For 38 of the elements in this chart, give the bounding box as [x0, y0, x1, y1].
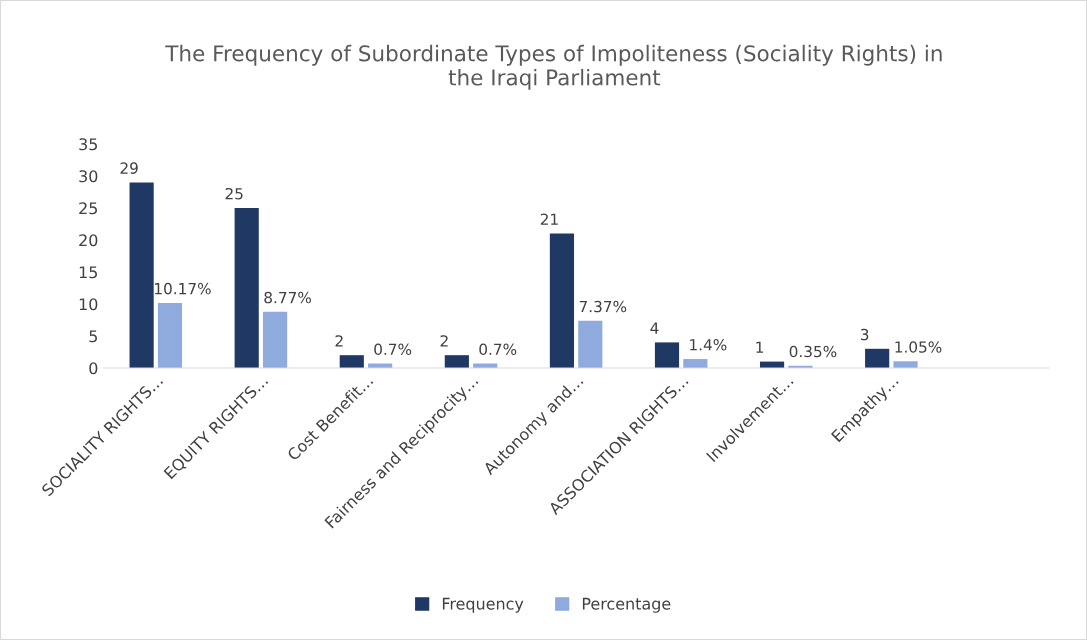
- data-label: 29: [120, 162, 138, 174]
- bar: [234, 208, 259, 368]
- legend-label: Percentage: [582, 597, 671, 613]
- y-tick-label: 35: [79, 138, 98, 151]
- data-label: 25: [225, 187, 243, 200]
- data-label: 7.37%: [579, 300, 627, 313]
- bar: [654, 342, 680, 368]
- data-label: 0.7%: [479, 343, 517, 355]
- y-tick-label: 25: [79, 202, 98, 215]
- bar: [549, 233, 575, 368]
- bar: [578, 320, 603, 368]
- y-tick-label: 10: [79, 298, 98, 311]
- data-label: 1.05%: [895, 341, 942, 353]
- bar: [444, 355, 469, 368]
- data-label: 8.77%: [264, 291, 311, 304]
- y-tick-label: 5: [89, 330, 98, 343]
- data-label: 2: [335, 335, 343, 347]
- legend-label: Frequency: [442, 597, 524, 613]
- data-label: 3: [860, 328, 869, 341]
- data-label: 21: [540, 213, 558, 225]
- data-label: 4: [650, 322, 659, 334]
- data-label: 0.35%: [789, 345, 837, 358]
- data-label: 0.7%: [374, 343, 412, 355]
- bar: [129, 182, 154, 368]
- data-label: 1: [756, 341, 764, 353]
- data-label: 2: [440, 335, 448, 347]
- data-label: 1.4%: [690, 338, 727, 351]
- data-label: 10.17%: [155, 282, 211, 295]
- y-tick-label: 0: [89, 362, 98, 375]
- bar: [262, 311, 288, 368]
- y-tick-label: 20: [79, 234, 98, 247]
- chart-title: The Frequency of Subordinate Types of Impoliteness (Sociality Rights) in the Iraqi Parliament: [165, 44, 942, 90]
- bar: [157, 302, 183, 368]
- y-tick-label: 15: [79, 266, 98, 279]
- bar: [893, 361, 918, 368]
- bar: [339, 355, 364, 368]
- y-tick-label: 30: [79, 170, 98, 183]
- bar: [865, 348, 890, 368]
